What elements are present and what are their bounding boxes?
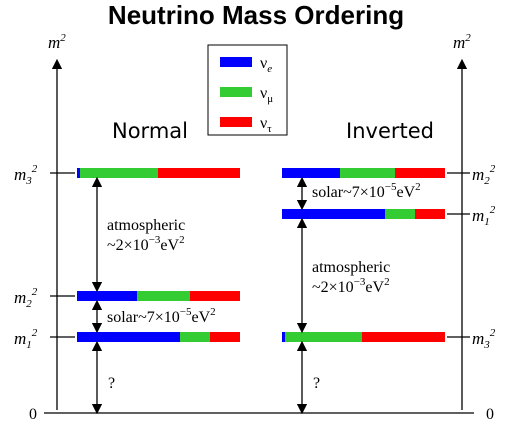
level-bar <box>77 332 240 342</box>
mass-label: m12 <box>14 327 38 351</box>
exp: −3 <box>354 276 366 288</box>
mass-base: m <box>14 288 26 307</box>
legend-swatch <box>220 117 252 127</box>
unit-exp: 2 <box>384 276 390 288</box>
mass-base: m <box>472 165 484 184</box>
axis-label-sup: 2 <box>465 32 471 44</box>
unit: eV <box>365 279 384 296</box>
atmospheric-label: atmospheric <box>312 259 390 276</box>
value: solar~7×10 <box>312 184 385 201</box>
mass-label: m32 <box>472 327 496 351</box>
legend-label: νμ <box>260 85 273 105</box>
legend-sub: τ <box>267 123 272 135</box>
legend-swatch <box>220 87 252 97</box>
ordering-label: Normal <box>112 119 188 143</box>
legend-label: νe <box>260 55 272 75</box>
legend-base: ν <box>260 55 267 72</box>
level-ticks <box>50 172 470 338</box>
mass-sub: 1 <box>484 216 490 228</box>
axis-label-base: m <box>453 33 465 52</box>
mass-sub: 1 <box>26 339 32 351</box>
unknown-label: ? <box>108 375 115 392</box>
atmospheric-value: ~2×10−3eV2 <box>107 234 185 254</box>
zero-label: 0 <box>29 406 37 423</box>
mass-sub: 3 <box>483 339 490 351</box>
axis-label: m2 <box>48 32 66 52</box>
mass-sup: 2 <box>32 286 38 298</box>
axis-label: m2 <box>453 32 471 52</box>
exp: −5 <box>180 306 192 318</box>
unit: eV <box>160 237 179 254</box>
title: Neutrino Mass Ordering <box>108 0 404 30</box>
atmospheric-value: ~2×10−3eV2 <box>312 276 390 296</box>
level-bar <box>282 209 445 219</box>
unit: eV <box>192 309 211 326</box>
mass-label: m22 <box>472 163 496 187</box>
mass-label: m12 <box>472 204 496 228</box>
mass-base: m <box>472 206 484 225</box>
mass-sup: 2 <box>490 204 496 216</box>
mass-sub: 3 <box>25 175 32 187</box>
mass-base: m <box>14 329 26 348</box>
mass-base: m <box>472 329 484 348</box>
legend-base: ν <box>260 85 267 102</box>
mass-label: m22 <box>14 286 38 310</box>
legend-sub: μ <box>267 93 273 105</box>
level-bar <box>77 168 240 178</box>
value: solar~7×10 <box>107 309 180 326</box>
axis-label-base: m <box>48 33 60 52</box>
splitting-arrows <box>91 176 308 415</box>
ordering-label: Inverted <box>346 119 434 143</box>
level-bar <box>282 332 445 342</box>
exp: −3 <box>149 234 161 246</box>
solar-label: solar~7×10−5eV2 <box>107 306 216 326</box>
mass-sup: 2 <box>490 163 496 175</box>
unknown-label: ? <box>313 375 320 392</box>
mass-sup: 2 <box>32 163 38 175</box>
mass-label: m32 <box>14 163 38 187</box>
legend-label: ντ <box>260 115 272 135</box>
solar-label: solar~7×10−5eV2 <box>312 181 421 201</box>
unit: eV <box>397 184 416 201</box>
legend-base: ν <box>260 115 267 132</box>
level-bar <box>282 168 445 178</box>
value: ~2×10 <box>312 279 354 296</box>
legend-swatch <box>220 57 252 67</box>
level-bar <box>77 291 240 301</box>
legend-sub: e <box>267 63 272 75</box>
zero-label: 0 <box>486 406 494 423</box>
unit-exp: 2 <box>179 234 185 246</box>
value: ~2×10 <box>107 237 149 254</box>
mass-sup: 2 <box>490 327 496 339</box>
mass-sup: 2 <box>32 327 38 339</box>
unit-exp: 2 <box>415 181 421 193</box>
mass-sub: 2 <box>26 298 32 310</box>
mass-base: m <box>14 165 26 184</box>
axis-label-sup: 2 <box>60 32 66 44</box>
atmospheric-label: atmospheric <box>107 217 185 234</box>
mass-sub: 2 <box>484 175 490 187</box>
unit-exp: 2 <box>210 306 216 318</box>
exp: −5 <box>385 181 397 193</box>
